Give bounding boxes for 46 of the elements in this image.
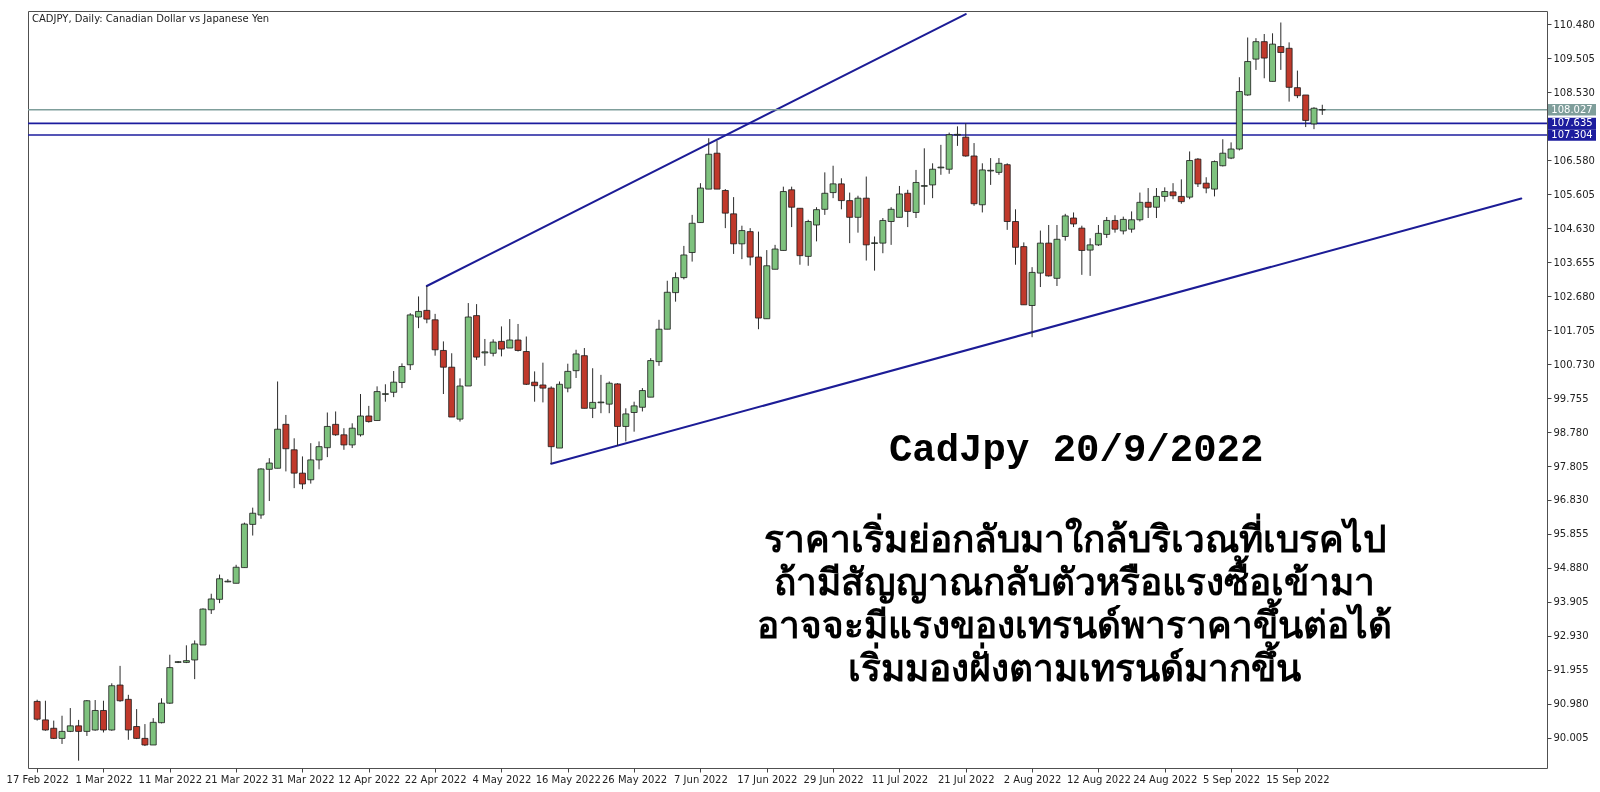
- x-tick-label: 1 Mar 2022: [75, 773, 133, 785]
- y-tick-label: 108.530: [1553, 86, 1595, 98]
- x-tick-label: 5 Sep 2022: [1203, 773, 1261, 785]
- x-tick-label: 26 May 2022: [602, 773, 668, 785]
- y-tick-label: 94.880: [1553, 562, 1589, 574]
- x-tick-label: 12 Apr 2022: [338, 773, 401, 785]
- y-tick-label: 101.705: [1553, 324, 1595, 336]
- y-tick-label: 109.505: [1553, 52, 1595, 64]
- x-tick-label: 4 May 2022: [472, 773, 532, 785]
- y-tick-label: 91.955: [1553, 664, 1589, 676]
- x-tick-label: 7 Jun 2022: [674, 773, 728, 785]
- y-tick-label: 93.905: [1553, 596, 1589, 608]
- y-tick-label: 90.980: [1553, 698, 1589, 710]
- x-tick-label: 11 Mar 2022: [138, 773, 203, 785]
- ref-line-label: 107.635: [1551, 117, 1593, 129]
- y-tick-label: 102.680: [1553, 290, 1595, 302]
- y-tick-label: 97.805: [1553, 460, 1589, 472]
- y-tick-label: 100.730: [1553, 358, 1595, 370]
- ref-line-label: 107.304: [1551, 128, 1593, 140]
- x-tick-label: 15 Sep 2022: [1266, 773, 1330, 785]
- y-tick-label: 104.630: [1553, 222, 1595, 234]
- x-tick-label: 17 Feb 2022: [6, 773, 69, 785]
- y-tick-label: 103.655: [1553, 256, 1595, 268]
- x-tick-label: 16 May 2022: [535, 773, 601, 785]
- x-tick-label: 11 Jul 2022: [871, 773, 929, 785]
- y-tick-label: 99.755: [1553, 392, 1589, 404]
- y-tick-label: 92.930: [1553, 630, 1589, 642]
- ref-line-label: 108.027: [1551, 103, 1593, 115]
- y-tick-label: 95.855: [1553, 528, 1589, 540]
- x-tick-label: 12 Aug 2022: [1066, 773, 1131, 785]
- x-tick-label: 22 Apr 2022: [404, 773, 467, 785]
- x-tick-label: 17 Jun 2022: [737, 773, 798, 785]
- y-tick-label: 96.830: [1553, 494, 1589, 506]
- y-tick-label: 106.580: [1553, 154, 1595, 166]
- x-tick-label: 24 Aug 2022: [1133, 773, 1198, 785]
- annotation: CadJpy 20/9/2022: [888, 429, 1264, 474]
- y-tick-label: 90.005: [1553, 732, 1589, 744]
- x-tick-label: 2 Aug 2022: [1003, 773, 1062, 785]
- chart-title: CADJPY, Daily: Canadian Dollar vs Japanese Yen: [32, 13, 270, 24]
- x-tick-label: 31 Mar 2022: [271, 773, 335, 785]
- y-tick-label: 110.480: [1553, 18, 1595, 30]
- x-tick-label: 21 Mar 2022: [204, 773, 269, 785]
- y-tick-label: 98.780: [1553, 426, 1589, 438]
- y-tick-label: 105.605: [1553, 188, 1595, 200]
- x-tick-label: 21 Jul 2022: [937, 773, 995, 785]
- x-tick-label: 29 Jun 2022: [803, 773, 864, 785]
